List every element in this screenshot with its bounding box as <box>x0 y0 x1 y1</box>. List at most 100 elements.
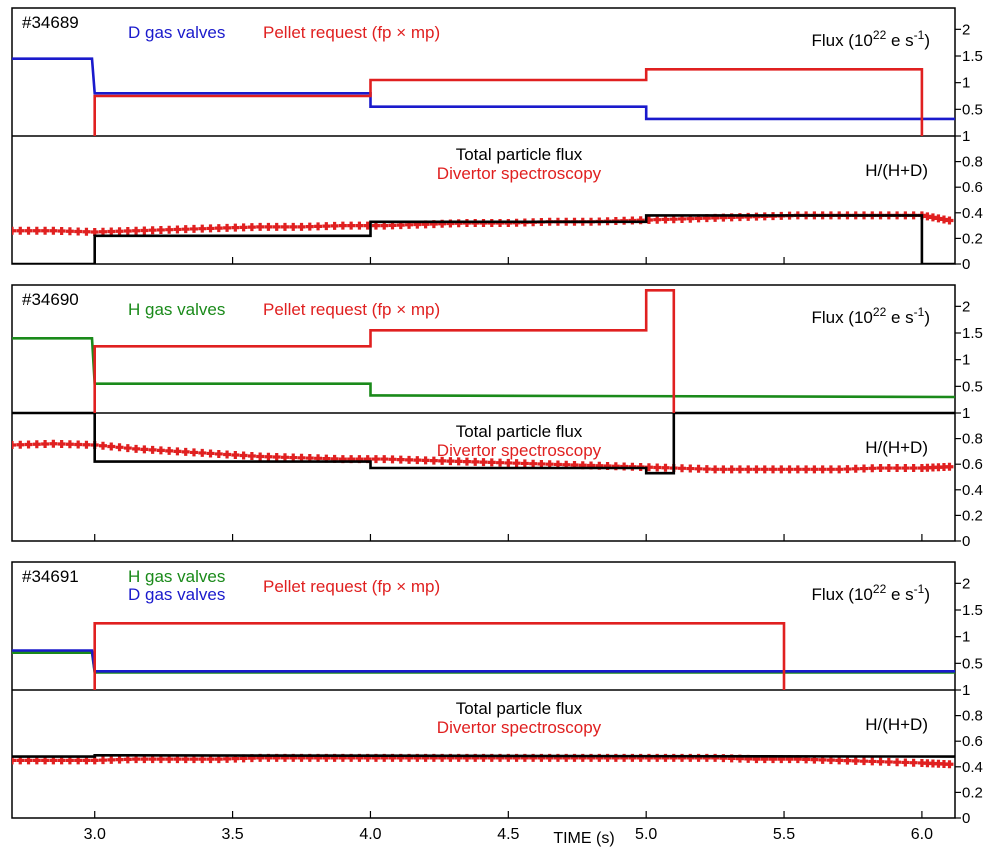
spectroscopy-point <box>901 464 910 473</box>
spectroscopy-point <box>893 464 902 473</box>
spectroscopy-point <box>223 223 232 232</box>
spectroscopy-point <box>41 439 50 448</box>
flux-tick-label: 2 <box>962 298 970 315</box>
spectroscopy-point <box>123 444 132 453</box>
spectroscopy-point <box>735 465 744 474</box>
spectroscopy-point <box>744 465 753 474</box>
flux-label-superscript: -1 <box>914 582 925 596</box>
flux-tick-label: 0.5 <box>962 655 983 672</box>
flux-tick-label: 1 <box>962 75 970 92</box>
spectroscopy-point <box>810 465 819 474</box>
spectroscopy-point <box>98 441 107 450</box>
spectroscopy-point <box>74 227 83 236</box>
series-total-particle-flux <box>12 753 955 758</box>
spectroscopy-point <box>388 455 397 464</box>
panels: 0.5 1 1.5 2 0 0.2 0.4 0.6 0.8 1 #34689 D gas valves… <box>11 7 983 827</box>
spectroscopy-point <box>264 222 273 231</box>
spectroscopy-point <box>107 755 116 764</box>
spectroscopy-point <box>537 459 546 468</box>
spectroscopy-point <box>802 465 811 474</box>
spectroscopy-point <box>156 225 165 234</box>
spectroscopy-point <box>16 226 25 235</box>
spectroscopy-point <box>620 462 629 471</box>
spectroscopy-point <box>769 465 778 474</box>
ratio-tick-label: 1 <box>962 405 970 422</box>
panel-1: 0.5 1 1.5 2 0 0.2 0.4 0.6 0.8 1 #34689 D gas valves… <box>11 7 983 273</box>
flux-label-part: ) <box>924 31 930 50</box>
flux-axis-label: Flux (1022 e s-1) <box>811 582 930 604</box>
ratio-tick-label: 0.6 <box>962 733 983 750</box>
flux-tick-label: 1.5 <box>962 602 983 619</box>
spectroscopy-point <box>49 439 58 448</box>
legend-bottom-entry: Total particle flux <box>456 699 583 718</box>
x-tick-label: 5.0 <box>635 826 657 843</box>
spectroscopy-point <box>305 222 314 231</box>
series-divertor-spectroscopy <box>12 439 954 474</box>
flux-label-part: e s <box>886 308 913 327</box>
spectroscopy-point <box>189 448 198 457</box>
flux-label-part: ) <box>924 308 930 327</box>
spectroscopy-point <box>529 459 538 468</box>
flux-label-part: e s <box>886 31 913 50</box>
spectroscopy-point <box>727 465 736 474</box>
x-axis: TIME (s) 3.0 3.5 4.0 4.5 5.0 5.5 6.0 <box>84 826 934 847</box>
flux-tick-label: 0.5 <box>962 378 983 395</box>
spectroscopy-point <box>860 757 869 766</box>
flux-tick-label: 1.5 <box>962 48 983 65</box>
spectroscopy-point <box>868 757 877 766</box>
x-tick-label: 4.0 <box>359 826 381 843</box>
spectroscopy-point <box>206 224 215 233</box>
spectroscopy-point <box>396 455 405 464</box>
legend-top-entry: D gas valves <box>128 23 225 42</box>
flux-label-part: Flux (10 <box>811 31 872 50</box>
legend-top-entry: H gas valves <box>128 567 225 586</box>
spectroscopy-point <box>247 223 256 232</box>
x-tick-label: 6.0 <box>911 826 933 843</box>
spectroscopy-point <box>702 465 711 474</box>
spectroscopy-point <box>12 756 16 765</box>
spectroscopy-point <box>280 453 289 462</box>
spectroscopy-point <box>206 449 215 458</box>
spectroscopy-point <box>884 464 893 473</box>
shot-label: #34691 <box>22 567 79 586</box>
spectroscopy-point <box>686 464 695 473</box>
spectroscopy-point <box>851 464 860 473</box>
flux-tick-label: 2 <box>962 21 970 38</box>
flux-label-superscript: 22 <box>873 305 887 319</box>
spectroscopy-point <box>32 440 41 449</box>
spectroscopy-point <box>239 223 248 232</box>
spectroscopy-point <box>140 226 149 235</box>
spectroscopy-point <box>752 465 761 474</box>
spectroscopy-point <box>41 226 50 235</box>
ratio-tick-label: 0.4 <box>962 205 983 222</box>
series-h-gas-valves <box>12 651 955 674</box>
spectroscopy-point <box>454 219 463 228</box>
ratio-tick-label: 0.6 <box>962 179 983 196</box>
spectroscopy-point <box>173 447 182 456</box>
spectroscopy-point <box>165 446 174 455</box>
flux-label-superscript: -1 <box>914 305 925 319</box>
ratio-tick-label: 1 <box>962 682 970 699</box>
ratio-tick-label: 0 <box>962 533 970 550</box>
spectroscopy-point <box>826 465 835 474</box>
spectroscopy-point <box>338 221 347 230</box>
spectroscopy-point <box>661 463 670 472</box>
spectroscopy-point <box>189 224 198 233</box>
spectroscopy-point <box>446 457 455 466</box>
spectroscopy-point <box>471 457 480 466</box>
panel-3: 0.5 1 1.5 2 0 0.2 0.4 0.6 0.8 1 #34691 H gas valves… <box>11 561 983 827</box>
spectroscopy-point <box>98 227 107 236</box>
spectroscopy-point <box>678 464 687 473</box>
ratio-axis-label: H/(H+D) <box>865 715 928 734</box>
spectroscopy-point <box>653 463 662 472</box>
x-tick-label: 4.5 <box>497 826 519 843</box>
flux-tick-label: 1 <box>962 629 970 646</box>
spectroscopy-point <box>65 227 74 236</box>
ratio-tick-label: 0.2 <box>962 507 983 524</box>
series-total-particle-flux <box>12 411 955 475</box>
spectroscopy-point <box>711 465 720 474</box>
spectroscopy-point <box>231 450 240 459</box>
ratio-axis-label: H/(H+D) <box>865 161 928 180</box>
legend-bottom-entry: Divertor spectroscopy <box>437 164 602 183</box>
